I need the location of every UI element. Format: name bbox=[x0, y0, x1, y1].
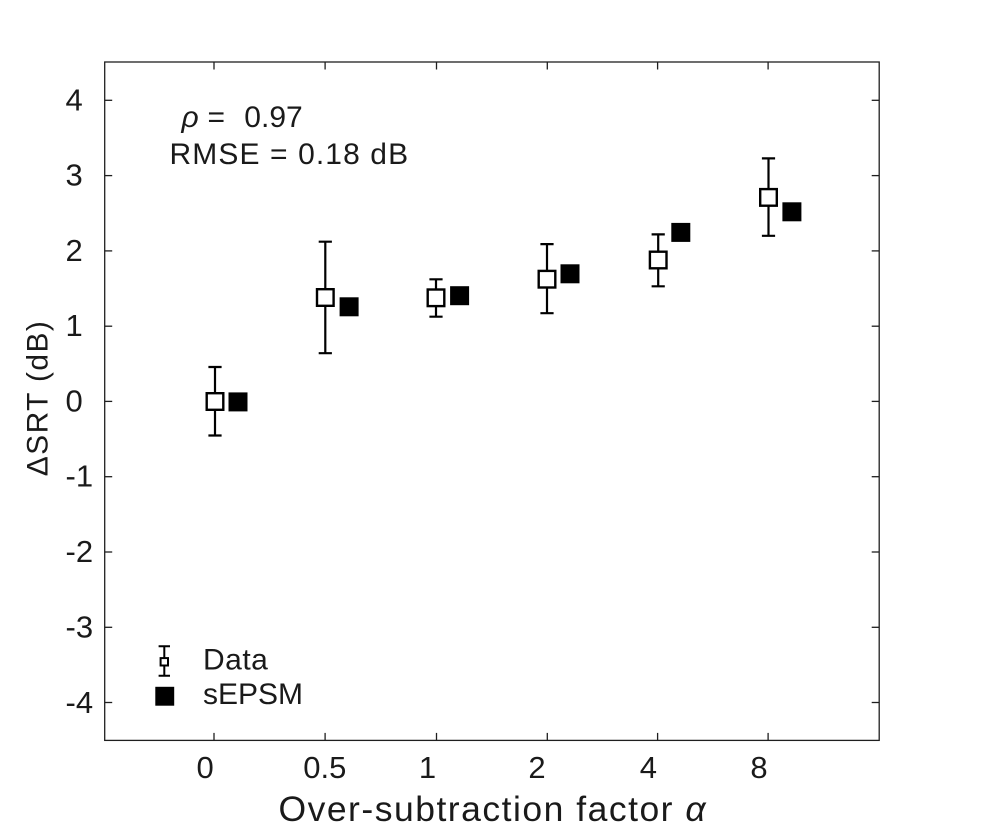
svg-text:8: 8 bbox=[750, 750, 767, 785]
svg-text:RMSE = 0.18 dB: RMSE = 0.18 dB bbox=[170, 138, 410, 171]
svg-text:2: 2 bbox=[528, 750, 545, 785]
svg-text:Over-subtraction factor α: Over-subtraction factor α bbox=[278, 789, 707, 829]
svg-text:ΔSRT (dB): ΔSRT (dB) bbox=[22, 320, 55, 477]
svg-text:0: 0 bbox=[196, 750, 213, 785]
svg-text:0.5: 0.5 bbox=[303, 750, 346, 785]
svg-text:2: 2 bbox=[66, 233, 83, 268]
svg-text:1: 1 bbox=[419, 750, 436, 785]
svg-text:1: 1 bbox=[66, 308, 83, 343]
svg-text:3: 3 bbox=[66, 158, 83, 193]
svg-text:=: = bbox=[208, 101, 226, 134]
svg-text:-3: -3 bbox=[66, 609, 94, 644]
svg-text:4: 4 bbox=[66, 82, 83, 117]
svg-text:-4: -4 bbox=[66, 685, 94, 720]
svg-text:4: 4 bbox=[640, 750, 657, 785]
svg-text:sEPSM: sEPSM bbox=[203, 678, 303, 711]
svg-text:-1: -1 bbox=[66, 459, 94, 494]
svg-text:0.97: 0.97 bbox=[244, 101, 302, 134]
svg-text:Data: Data bbox=[203, 643, 268, 676]
svg-text:ρ: ρ bbox=[181, 101, 199, 134]
svg-text:0: 0 bbox=[66, 383, 83, 418]
svg-text:-2: -2 bbox=[66, 534, 94, 569]
